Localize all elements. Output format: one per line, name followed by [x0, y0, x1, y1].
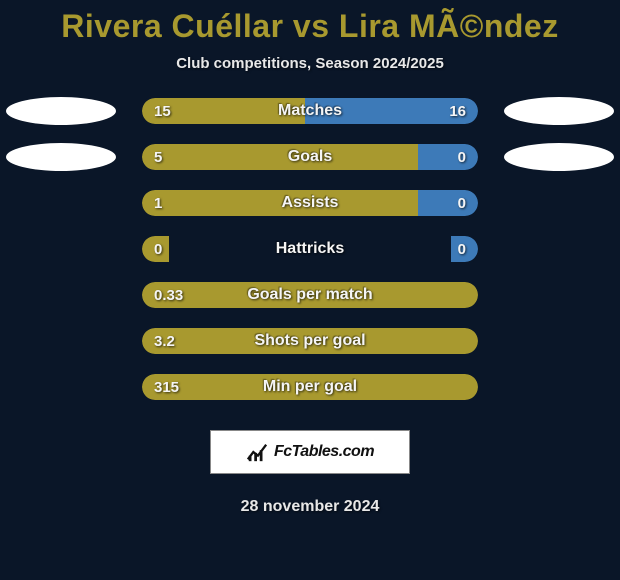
stat-row: 10Assists	[0, 188, 620, 218]
stat-label: Goals	[142, 148, 478, 166]
stat-bar-track: 0.33Goals per match	[140, 280, 480, 310]
stat-row: 0.33Goals per match	[0, 280, 620, 310]
player1-ellipse	[6, 143, 116, 171]
infographic-container: Rivera Cuéllar vs Lira MÃ©ndez Club comp…	[0, 0, 620, 580]
stat-rows: 1516Matches 50Goals 10Assists 00Hattricks 0.…	[0, 96, 620, 402]
stat-bar-track: 50Goals	[140, 142, 480, 172]
stat-label: Shots per goal	[142, 332, 478, 350]
player1-name: Rivera Cuéllar	[61, 8, 283, 44]
chart-icon	[246, 441, 268, 463]
stat-row: 315Min per goal	[0, 372, 620, 402]
player2-ellipse	[504, 143, 614, 171]
stat-row: 1516Matches	[0, 96, 620, 126]
player2-name: Lira MÃ©ndez	[339, 8, 559, 44]
vs-separator: vs	[293, 8, 330, 44]
stat-label: Matches	[142, 102, 478, 120]
stat-label: Hattricks	[142, 240, 478, 258]
stat-row: 3.2Shots per goal	[0, 326, 620, 356]
player2-ellipse	[504, 97, 614, 125]
source-badge: FcTables.com	[210, 430, 410, 474]
stat-label: Min per goal	[142, 378, 478, 396]
stat-bar-track: 00Hattricks	[140, 234, 480, 264]
stat-row: 00Hattricks	[0, 234, 620, 264]
stat-label: Assists	[142, 194, 478, 212]
stat-bar-track: 1516Matches	[140, 96, 480, 126]
stat-label: Goals per match	[142, 286, 478, 304]
stat-row: 50Goals	[0, 142, 620, 172]
stat-bar-track: 3.2Shots per goal	[140, 326, 480, 356]
date-text: 28 november 2024	[241, 498, 380, 516]
subtitle: Club competitions, Season 2024/2025	[176, 55, 444, 72]
stat-bar-track: 10Assists	[140, 188, 480, 218]
source-text: FcTables.com	[274, 443, 374, 461]
player1-ellipse	[6, 97, 116, 125]
comparison-title: Rivera Cuéllar vs Lira MÃ©ndez	[61, 8, 558, 45]
stat-bar-track: 315Min per goal	[140, 372, 480, 402]
